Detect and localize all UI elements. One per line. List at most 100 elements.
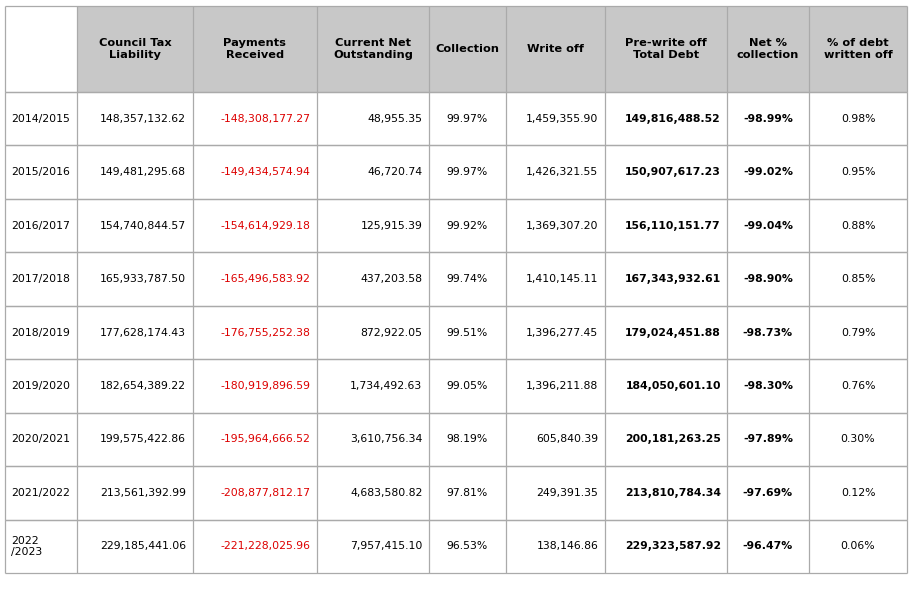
Text: 1,396,277.45: 1,396,277.45	[526, 327, 598, 337]
Text: 99.05%: 99.05%	[446, 381, 487, 391]
Text: 199,575,422.86: 199,575,422.86	[100, 435, 186, 445]
Text: -97.89%: -97.89%	[742, 435, 792, 445]
Bar	[316, 6, 428, 92]
Text: -180,919,896.59: -180,919,896.59	[220, 381, 310, 391]
Text: 97.81%: 97.81%	[446, 488, 487, 498]
Text: Collection: Collection	[435, 44, 499, 54]
Text: 2022
/2023: 2022 /2023	[11, 535, 42, 557]
Text: 2020/2021: 2020/2021	[11, 435, 70, 445]
Text: 99.92%: 99.92%	[446, 221, 487, 231]
Text: 48,955.35: 48,955.35	[367, 114, 422, 124]
Text: -98.90%: -98.90%	[742, 274, 792, 284]
Text: 1,369,307.20: 1,369,307.20	[526, 221, 598, 231]
Text: 229,185,441.06: 229,185,441.06	[100, 541, 186, 551]
Text: 1,396,211.88: 1,396,211.88	[526, 381, 598, 391]
Text: -98.73%: -98.73%	[742, 327, 792, 337]
Bar	[5, 359, 906, 413]
Bar	[726, 6, 808, 92]
Text: 0.76%: 0.76%	[840, 381, 875, 391]
Bar	[5, 6, 77, 92]
Text: 1,734,492.63: 1,734,492.63	[350, 381, 422, 391]
Text: -165,496,583.92: -165,496,583.92	[220, 274, 310, 284]
Text: -97.69%: -97.69%	[742, 488, 792, 498]
Bar	[5, 306, 906, 359]
Text: 98.19%: 98.19%	[446, 435, 487, 445]
Text: 149,481,295.68: 149,481,295.68	[100, 167, 186, 177]
Text: 148,357,132.62: 148,357,132.62	[100, 114, 186, 124]
Text: % of debt
written off: % of debt written off	[823, 38, 891, 60]
Text: 0.95%: 0.95%	[840, 167, 875, 177]
Text: 154,740,844.57: 154,740,844.57	[100, 221, 186, 231]
Text: 149,816,488.52: 149,816,488.52	[624, 114, 720, 124]
Bar	[5, 519, 906, 573]
Text: 125,915.39: 125,915.39	[360, 221, 422, 231]
Text: Payments
Received: Payments Received	[223, 38, 286, 60]
Text: 3,610,756.34: 3,610,756.34	[350, 435, 422, 445]
Text: 99.74%: 99.74%	[446, 274, 487, 284]
Bar	[428, 6, 506, 92]
Text: -96.47%: -96.47%	[742, 541, 793, 551]
Text: 0.30%: 0.30%	[840, 435, 875, 445]
Bar	[5, 413, 906, 466]
Text: 1,426,321.55: 1,426,321.55	[526, 167, 598, 177]
Bar	[192, 6, 316, 92]
Text: 872,922.05: 872,922.05	[360, 327, 422, 337]
Text: -195,964,666.52: -195,964,666.52	[220, 435, 310, 445]
Text: 99.97%: 99.97%	[446, 114, 487, 124]
Text: -99.02%: -99.02%	[742, 167, 792, 177]
Text: -149,434,574.94: -149,434,574.94	[220, 167, 310, 177]
Bar	[5, 253, 906, 306]
Bar	[506, 6, 604, 92]
Text: 200,181,263.25: 200,181,263.25	[624, 435, 720, 445]
Text: Net %
collection: Net % collection	[736, 38, 798, 60]
Text: 2017/2018: 2017/2018	[11, 274, 70, 284]
Text: 96.53%: 96.53%	[446, 541, 487, 551]
Text: Pre-write off
Total Debt: Pre-write off Total Debt	[624, 38, 706, 60]
Text: -154,614,929.18: -154,614,929.18	[220, 221, 310, 231]
Bar	[604, 6, 726, 92]
Text: 0.85%: 0.85%	[840, 274, 875, 284]
Text: Council Tax
Liability: Council Tax Liability	[98, 38, 171, 60]
Text: 7,957,415.10: 7,957,415.10	[350, 541, 422, 551]
Text: 1,459,355.90: 1,459,355.90	[526, 114, 598, 124]
Text: 167,343,932.61: 167,343,932.61	[624, 274, 720, 284]
Text: 2016/2017: 2016/2017	[11, 221, 70, 231]
Text: 2019/2020: 2019/2020	[11, 381, 70, 391]
Text: -98.30%: -98.30%	[742, 381, 792, 391]
Text: 605,840.39: 605,840.39	[536, 435, 598, 445]
Text: Current Net
Outstanding: Current Net Outstanding	[333, 38, 413, 60]
Text: Write off: Write off	[527, 44, 583, 54]
Text: -98.99%: -98.99%	[742, 114, 792, 124]
Text: -221,228,025.96: -221,228,025.96	[220, 541, 310, 551]
Text: 46,720.74: 46,720.74	[367, 167, 422, 177]
Bar	[5, 145, 906, 199]
Bar	[5, 92, 906, 145]
Bar	[808, 6, 906, 92]
Text: 156,110,151.77: 156,110,151.77	[625, 221, 720, 231]
Text: 138,146.86: 138,146.86	[536, 541, 598, 551]
Text: 0.79%: 0.79%	[840, 327, 875, 337]
Text: 150,907,617.23: 150,907,617.23	[624, 167, 720, 177]
Text: 99.97%: 99.97%	[446, 167, 487, 177]
Text: -99.04%: -99.04%	[742, 221, 792, 231]
Text: 182,654,389.22: 182,654,389.22	[100, 381, 186, 391]
Text: 184,050,601.10: 184,050,601.10	[625, 381, 720, 391]
Text: -176,755,252.38: -176,755,252.38	[220, 327, 310, 337]
Text: 0.06%: 0.06%	[840, 541, 875, 551]
Text: 2021/2022: 2021/2022	[11, 488, 70, 498]
Text: 177,628,174.43: 177,628,174.43	[100, 327, 186, 337]
Text: 99.51%: 99.51%	[446, 327, 487, 337]
Text: 0.12%: 0.12%	[840, 488, 875, 498]
Text: 0.98%: 0.98%	[840, 114, 875, 124]
Text: 213,810,784.34: 213,810,784.34	[624, 488, 720, 498]
Text: 165,933,787.50: 165,933,787.50	[100, 274, 186, 284]
Bar	[5, 466, 906, 519]
Text: 1,410,145.11: 1,410,145.11	[526, 274, 598, 284]
Text: -148,308,177.27: -148,308,177.27	[220, 114, 310, 124]
Text: 2015/2016: 2015/2016	[11, 167, 70, 177]
Text: 4,683,580.82: 4,683,580.82	[350, 488, 422, 498]
Text: -208,877,812.17: -208,877,812.17	[220, 488, 310, 498]
Bar	[5, 199, 906, 253]
Text: 2018/2019: 2018/2019	[11, 327, 70, 337]
Text: 213,561,392.99: 213,561,392.99	[100, 488, 186, 498]
